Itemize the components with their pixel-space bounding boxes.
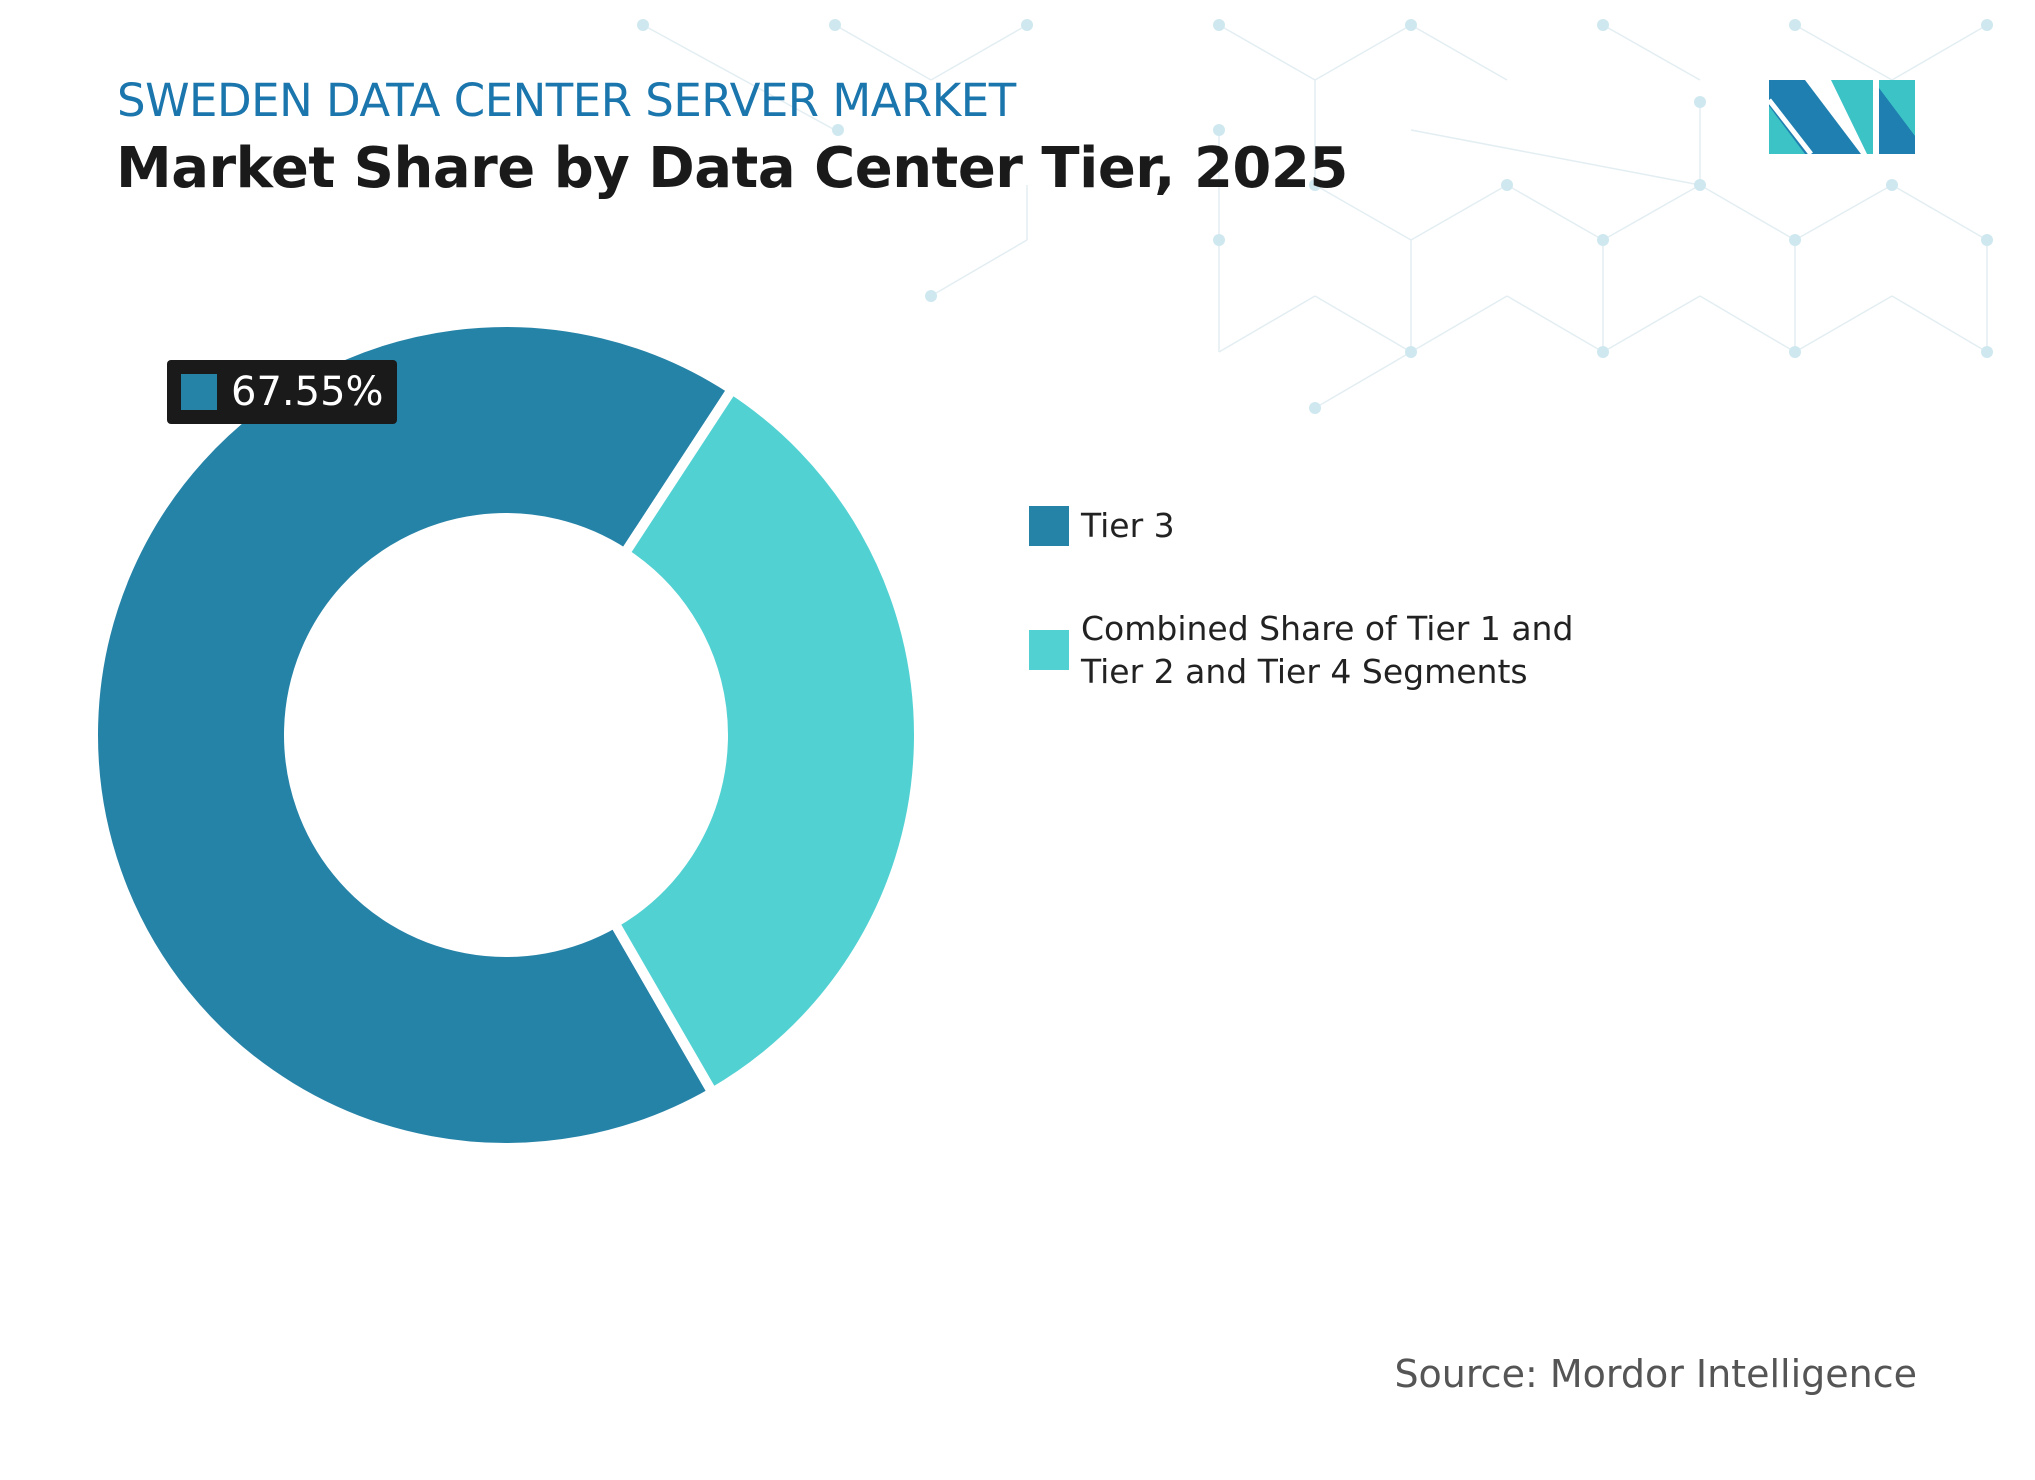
pattern-dot (1597, 346, 1609, 358)
pattern-line (1891, 184, 1988, 241)
data-label-swatch (181, 374, 217, 410)
legend-swatch (1029, 505, 1069, 546)
pattern-line (1410, 184, 1508, 241)
pattern-dot (1309, 402, 1321, 414)
mordor-intelligence-logo (1769, 80, 1915, 154)
pattern-line (1506, 295, 1604, 353)
pattern-line (930, 239, 1028, 297)
donut-slice-0 (88, 317, 739, 1153)
legend-label-line2: Tier 2 and Tier 4 Segments (1081, 652, 1528, 691)
pattern-dot (1213, 19, 1225, 31)
source-note: Source: Mordor Intelligence (1394, 1352, 1917, 1396)
pattern-line (1218, 24, 1316, 81)
pattern-dot (925, 290, 937, 302)
legend-label: Tier 3 (1081, 506, 1175, 545)
pattern-dot (1021, 19, 1033, 31)
chart-subtitle: SWEDEN DATA CENTER SERVER MARKET (117, 74, 1016, 127)
pattern-line (1314, 295, 1412, 353)
pattern-dot (1981, 346, 1993, 358)
pattern-line (1410, 24, 1508, 81)
pattern-line (1506, 184, 1604, 241)
pattern-dot (1309, 179, 1321, 191)
pattern-line (1699, 295, 1796, 353)
chart-title: Market Share by Data Center Tier, 2025 (116, 136, 1348, 201)
pattern-line (1794, 24, 1893, 81)
legend-label-line1: Combined Share of Tier 1 and (1081, 609, 1574, 648)
pattern-dot (1405, 19, 1417, 31)
pattern-line (1602, 295, 1701, 353)
pattern-line (1794, 295, 1893, 353)
pattern-line (1699, 184, 1796, 241)
pattern-line (1891, 295, 1988, 353)
data-label-text: 67.55% (231, 369, 384, 415)
pattern-dot (1597, 19, 1609, 31)
pattern-dot (1405, 346, 1417, 358)
legend-swatch (1029, 630, 1069, 670)
data-label-tier-3: 67.55% (167, 360, 397, 424)
pattern-dot (829, 19, 841, 31)
pattern-line (1602, 184, 1701, 241)
pattern-line (1891, 24, 1988, 81)
pattern-line (1314, 351, 1412, 409)
legend-item-combined: Combined Share of Tier 1 and Tier 2 and … (1029, 607, 1573, 693)
pattern-line (930, 24, 1028, 81)
legend-label: Combined Share of Tier 1 and Tier 2 and … (1081, 607, 1573, 693)
pattern-line (1602, 24, 1701, 81)
pattern-line (1314, 24, 1412, 81)
pattern-line (1410, 295, 1508, 353)
pattern-dot (1789, 234, 1801, 246)
pattern-dot (1501, 179, 1513, 191)
pattern-dot (1981, 234, 1993, 246)
pattern-dot (1789, 19, 1801, 31)
pattern-line (1410, 129, 1701, 186)
pattern-dot (1694, 96, 1706, 108)
pattern-dot (1981, 19, 1993, 31)
donut-slice-1 (607, 382, 924, 1100)
pattern-dot (832, 124, 844, 136)
pattern-dot (1597, 234, 1609, 246)
pattern-dot (1694, 179, 1706, 191)
pattern-dot (1213, 124, 1225, 136)
pattern-line (642, 24, 836, 131)
pattern-line (834, 24, 932, 81)
pattern-dot (1213, 234, 1225, 246)
pattern-line (1794, 184, 1893, 241)
pattern-line (1218, 295, 1316, 353)
pattern-dot (637, 19, 649, 31)
pattern-dot (1789, 346, 1801, 358)
pattern-line (1314, 184, 1412, 241)
legend-item-tier-3: Tier 3 (1029, 504, 1175, 547)
pattern-dot (1886, 179, 1898, 191)
